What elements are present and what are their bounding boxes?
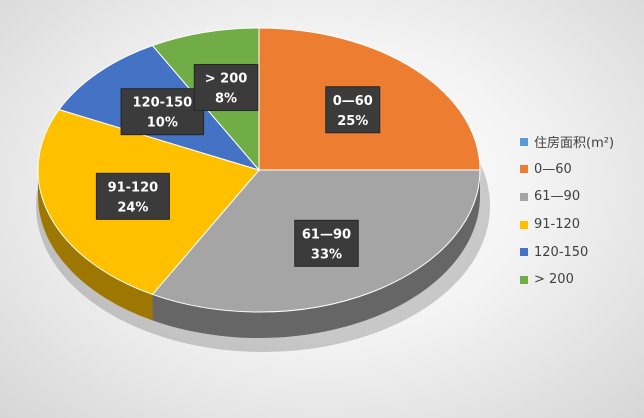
data-label-120-150: 120-150 10% — [120, 88, 205, 136]
legend-item-0-60: 0—60 — [520, 156, 636, 184]
legend: 住房面积(m²) 0—60 61—90 91-120 120-150 > 200 — [520, 128, 636, 294]
legend-label-120-150: 120-150 — [534, 244, 589, 260]
data-label-box-120-150 — [120, 88, 205, 136]
legend-title: 住房面积(m²) — [520, 128, 636, 156]
data-label-percent-200: 8% — [215, 91, 237, 106]
legend-swatch-61-90 — [520, 192, 528, 201]
data-label-91-120: 91-120 24% — [95, 172, 170, 220]
data-label-category-120-150: 120-150 — [133, 96, 193, 111]
data-label-box-0-60 — [325, 86, 381, 134]
legend-item-91-120: 91-120 — [520, 211, 636, 239]
data-label-category-0-60: 0—60 — [333, 94, 373, 109]
pie-side-61-90 — [152, 170, 480, 338]
data-label-percent-61-90: 33% — [311, 247, 342, 262]
data-label-category-200: > 200 — [205, 71, 248, 86]
data-label-percent-91-120: 24% — [117, 200, 148, 215]
legend-item-120-150: 120-150 — [520, 238, 636, 266]
legend-swatch-0-60 — [520, 165, 528, 174]
data-label-category-61-90: 61—90 — [302, 227, 351, 242]
legend-label-91-120: 91-120 — [534, 217, 581, 233]
legend-label-0-60: 0—60 — [534, 161, 572, 177]
data-label-box-61-90 — [294, 219, 359, 267]
legend-item-over-200: > 200 — [520, 266, 636, 294]
data-label-percent-120-150: 10% — [147, 116, 178, 131]
legend-swatch-91-120 — [520, 220, 528, 229]
legend-item-61-90: 61—90 — [520, 183, 636, 211]
data-label-0-60: 0—60 25% — [325, 86, 381, 134]
data-label-percent-0-60: 25% — [337, 114, 368, 129]
legend-title-swatch — [520, 137, 528, 146]
legend-swatch-over-200 — [520, 275, 528, 284]
data-label-200: > 200 8% — [193, 63, 259, 111]
data-label-box-200 — [193, 63, 259, 111]
legend-swatch-120-150 — [520, 248, 528, 257]
data-label-61-90: 61—90 33% — [294, 219, 359, 267]
legend-title-label: 住房面积(m²) — [534, 136, 615, 152]
legend-label-over-200: > 200 — [534, 272, 574, 288]
data-label-box-91-120 — [95, 172, 170, 220]
legend-label-61-90: 61—90 — [534, 189, 581, 205]
data-label-category-91-120: 91-120 — [108, 180, 159, 195]
